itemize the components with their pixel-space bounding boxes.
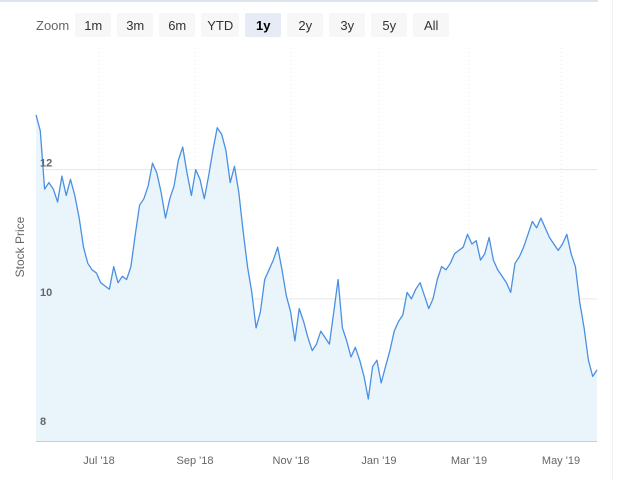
- zoom-button-ytd[interactable]: YTD: [201, 13, 240, 37]
- zoom-button-3m[interactable]: 3m: [117, 13, 154, 37]
- zoom-button-1y[interactable]: 1y: [245, 13, 282, 37]
- zoom-button-3y[interactable]: 3y: [329, 13, 366, 37]
- zoom-range-selector: Zoom 1m 3m 6m YTD 1y 2y 3y 5y All: [36, 13, 455, 37]
- y-tick-label: 12: [40, 158, 52, 170]
- price-area-fill: [36, 114, 597, 442]
- y-tick-label: 10: [40, 287, 52, 299]
- x-tick-label: Jan '19: [361, 455, 396, 467]
- x-axis-ticks: Jul '18 Sep '18 Nov '18 Jan '19 Mar '19 May '…: [83, 455, 580, 467]
- x-tick-label: Mar '19: [451, 455, 487, 467]
- y-axis-title: Stock Price: [13, 216, 27, 277]
- zoom-button-6m[interactable]: 6m: [159, 13, 196, 37]
- price-line: [35, 114, 598, 400]
- y-axis-ticks: 8 10 12: [40, 158, 52, 428]
- x-tick-label: Nov '18: [273, 455, 310, 467]
- x-tick-label: Sep '18: [177, 455, 214, 467]
- right-divider: [612, 0, 613, 480]
- zoom-label: Zoom: [36, 17, 70, 33]
- zoom-button-5y[interactable]: 5y: [371, 13, 408, 37]
- y-tick-label: 8: [40, 416, 46, 428]
- top-border: [0, 0, 598, 2]
- zoom-button-all[interactable]: All: [413, 13, 450, 37]
- x-tick-label: Jul '18: [83, 455, 114, 467]
- x-tick-label: May '19: [542, 455, 580, 467]
- zoom-button-1m[interactable]: 1m: [75, 13, 112, 37]
- zoom-button-2y[interactable]: 2y: [287, 13, 324, 37]
